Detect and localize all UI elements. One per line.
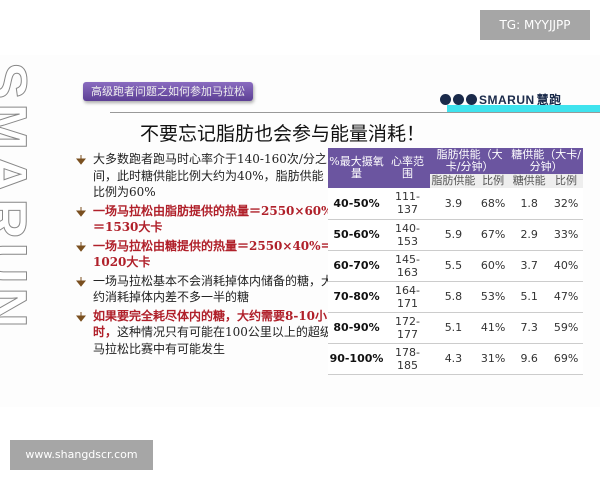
header-sugar-ratio: 比例 [549,174,583,188]
table-cell: 145-163 [385,250,430,282]
bullet-item: 大多数跑者跑马时心率介于140-160次/分之间，此时糖供能比例大约为40%，脂… [75,151,335,201]
watermark-bottom: www.shangdscr.com [10,440,153,470]
arrow-bullet-icon [76,276,86,287]
table-cell: 60-70% [328,250,385,282]
arrow-bullet-icon [76,155,86,165]
logo-circle-icon [466,94,477,105]
table-cell: 53% [476,281,510,313]
table-cell: 5.9 [430,219,477,251]
table-cell: 9.6 [509,343,550,375]
table-cell: 69% [549,343,583,375]
table-cell: 140-153 [385,219,430,251]
table-cell: 60% [476,250,510,282]
table-cell: 32% [549,188,583,220]
table-cell: 40-50% [328,188,385,220]
table-cell: 33% [549,219,583,251]
table-cell: 70-80% [328,281,385,313]
table-cell: 59% [549,312,583,344]
bullet-text: 这种情况只有可能在100公里以上的超级马拉松比赛中有可能发生 [93,325,332,356]
logo-circle-icon [453,94,464,105]
bullet-list: 大多数跑者跑马时心率介于140-160次/分之间，此时糖供能比例大约为40%，脂… [75,151,335,359]
table-cell: 4.3 [430,343,477,375]
energy-table: %最大摄氧量 心率范围 脂肪供能（大卡/分钟） 糖供能（大卡/分钟） 脂肪供能 … [328,148,583,375]
table-cell: 67% [476,219,510,251]
table-cell: 2.9 [509,219,550,251]
table-cell: 7.3 [509,312,550,344]
arrow-bullet-icon [76,206,86,217]
table-cell: 5.1 [509,281,550,313]
table-cell: 5.1 [430,312,477,344]
table-cell: 3.7 [509,250,550,282]
table-cell: 5.5 [430,250,477,282]
header-vo2: %最大摄氧量 [328,148,385,188]
divider [110,112,600,113]
table-cell: 178-185 [385,343,430,375]
table-cell: 5.8 [430,281,477,313]
table-row: 70-80% 164-171 5.8 53% 5.1 47% [328,281,583,313]
table-row: 50-60% 140-153 5.9 67% 2.9 33% [328,219,583,251]
bullet-text: 一场马拉松由脂肪提供的热量＝2550×60%＝1530大卡 [93,203,333,235]
table-cell: 172-177 [385,312,430,344]
bullet-item: 如果要完全耗尽体内的糖，大约需要8-10小时，这种情况只有可能在100公里以上的… [75,308,335,358]
table-cell: 164-171 [385,281,430,313]
header-fat: 脂肪供能（大卡/分钟） [430,148,510,174]
arrow-bullet-icon [76,241,86,252]
bullet-text: 如果要完全耗尽体内的糖，大约需要8-10小时， [93,308,328,340]
bullet-item: 一场马拉松由糖提供的热量＝2550×40%＝1020大卡 [75,238,335,271]
bullet-item: 一场马拉松由脂肪提供的热量＝2550×60%＝1530大卡 [75,203,335,236]
table-row: 90-100% 178-185 4.3 31% 9.6 69% [328,343,583,375]
table-cell: 90-100% [328,343,385,375]
header-sugar-energy: 糖供能 [509,174,550,188]
bullet-text: 一场马拉松基本不会消耗掉体内储备的糖，大约消耗掉体内差不多一半的糖 [93,273,334,305]
bullet-text: 一场马拉松由糖提供的热量＝2550×40%＝1020大卡 [93,238,333,270]
table-cell: 80-90% [328,312,385,344]
header-fat-ratio: 比例 [476,174,510,188]
table-cell: 111-137 [385,188,430,220]
table-cell: 3.9 [430,188,477,220]
table-row: 80-90% 172-177 5.1 41% 7.3 59% [328,312,583,344]
table-row: 60-70% 145-163 5.5 60% 3.7 40% [328,250,583,282]
side-logo: SMARUN [0,62,32,332]
table-cell: 47% [549,281,583,313]
table-cell: 50-60% [328,219,385,251]
table-cell: 41% [476,312,510,344]
table-cell: 1.8 [509,188,550,220]
header-fat-energy: 脂肪供能 [430,174,477,188]
bullet-item: 一场马拉松基本不会消耗掉体内储备的糖，大约消耗掉体内差不多一半的糖 [75,273,335,306]
brand-logo: SMARUN 慧跑 [440,91,562,108]
table-cell: 40% [549,250,583,282]
table-cell: 68% [476,188,510,220]
bullet-text: 大多数跑者跑马时心率介于140-160次/分之间，此时糖供能比例大约为40%，脂… [93,152,327,199]
watermark-top: TG: MYYJJPP [480,10,590,40]
table-row: 40-50% 111-137 3.9 68% 1.8 32% [328,188,583,220]
logo-accent-bar [447,105,600,112]
logo-circle-icon [440,94,451,105]
page-title: 不要忘记脂肪也会参与能量消耗！ [140,123,426,145]
arrow-bullet-icon [76,311,86,322]
header-hr: 心率范围 [385,148,430,188]
table-cell: 31% [476,343,510,375]
section-banner: 高级跑者问题之如何参加马拉松 [83,82,253,101]
header-sugar: 糖供能（大卡/分钟） [509,148,583,174]
